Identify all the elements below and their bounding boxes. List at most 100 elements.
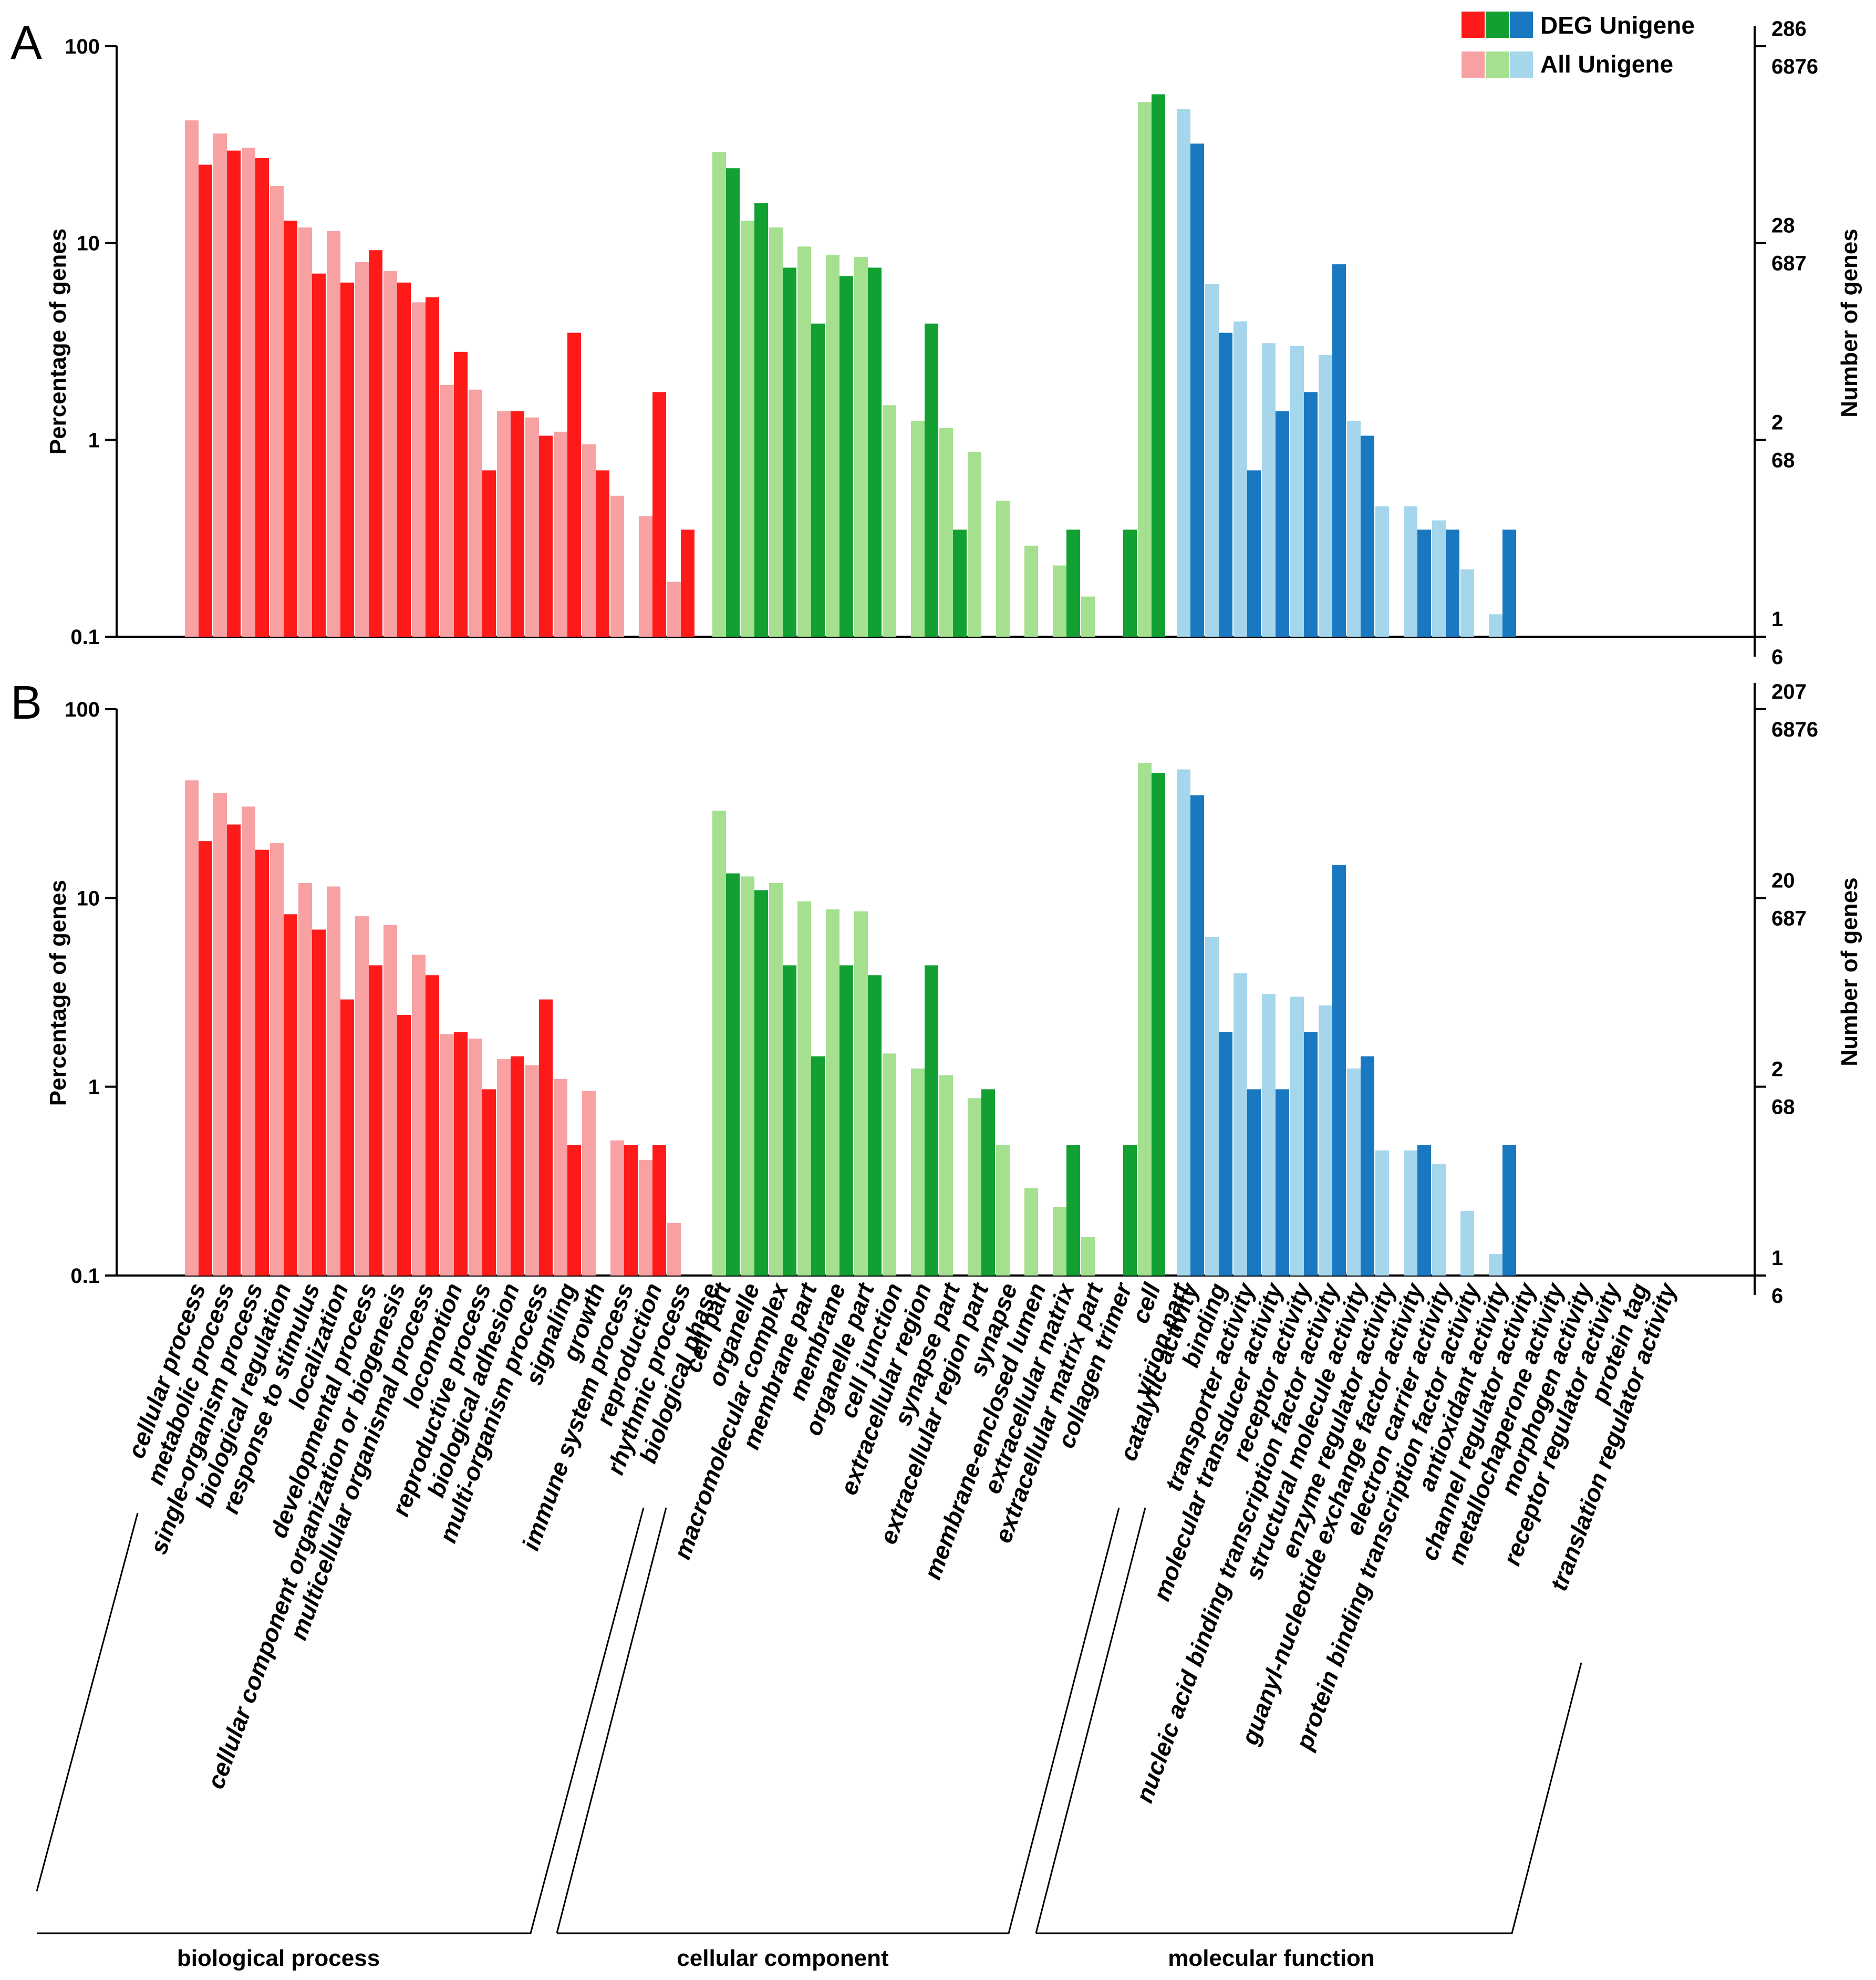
- panel-b-bar-all: [769, 883, 783, 1276]
- panel-b-bar-deg: [1247, 1089, 1261, 1276]
- panel-a-y2-all-count: 6876: [1771, 55, 1818, 78]
- panel-b-bar-all: [854, 911, 868, 1276]
- panel-a-bar-deg: [1190, 143, 1204, 637]
- panel-a-bar-deg: [1276, 411, 1289, 637]
- panel-a-bar-all: [1081, 596, 1095, 637]
- bracket-cellular-component: [556, 1507, 667, 1934]
- panel-a-bar-all: [1234, 321, 1247, 637]
- panel-a-bar-all: [883, 405, 896, 637]
- panel-a-y-tick-label: 1: [88, 429, 100, 452]
- panel-b-bar-deg: [754, 890, 768, 1276]
- panel-b-bar-all: [1347, 1068, 1361, 1276]
- panel-b-bar-deg: [868, 975, 882, 1276]
- panel-a-bar-deg: [1332, 264, 1346, 637]
- panel-b-y2-deg-count: 1: [1771, 1247, 1783, 1270]
- panel-a-bar-deg: [340, 282, 354, 637]
- panel-b-bar-all: [610, 1140, 624, 1276]
- panel-b-y2-axis-title: Number of genes: [1837, 877, 1862, 1066]
- panel-a-bar-all: [911, 421, 925, 637]
- panel-a-letter: A: [11, 17, 42, 69]
- panel-b-bar-deg: [511, 1056, 524, 1276]
- panel-b-bar-deg: [1219, 1032, 1232, 1276]
- panel-a-y-axis-title: Percentage of genes: [45, 229, 71, 454]
- panel-b-bar-all: [741, 876, 754, 1276]
- panel-b-bar-deg: [1123, 1145, 1137, 1276]
- panel-a-bar-all: [440, 385, 454, 637]
- legend-deg-label: DEG Unigene: [1540, 12, 1695, 39]
- panel-b-bar-deg: [454, 1032, 468, 1276]
- panel-a-bar-all: [1024, 545, 1038, 637]
- panel-b-bar-deg: [1190, 795, 1204, 1276]
- panel-a-bar-all: [996, 501, 1010, 637]
- panel-b-bar-deg: [312, 929, 326, 1276]
- group-label-molecular-function: molecular function: [1168, 1945, 1375, 1971]
- legend-swatch-all-bp: [1462, 51, 1485, 78]
- panel-b-bar-all: [1138, 763, 1152, 1276]
- panel-a-y-tick-label: 100: [65, 35, 100, 58]
- panel-a-y-tick-label: 10: [77, 232, 100, 255]
- panel-b-bar-deg: [925, 965, 938, 1276]
- panel-a-y-tick-label: 0.1: [70, 626, 100, 649]
- panel-a-bar-deg: [868, 267, 882, 637]
- panel-a-bar-all: [469, 389, 482, 637]
- panel-b-y-axis-title: Percentage of genes: [45, 880, 71, 1106]
- panel-a-bar-deg: [199, 164, 212, 637]
- panel-a-bar-deg: [596, 470, 609, 637]
- panel-b-bar-all: [440, 1034, 454, 1276]
- panel-b-bar-all: [327, 886, 340, 1276]
- panel-b-bar-all: [968, 1098, 981, 1276]
- panel-a-bar-deg: [1152, 94, 1165, 637]
- panel-a-bar-deg: [1304, 392, 1318, 637]
- panel-b-bar-deg: [652, 1145, 666, 1276]
- panel-a-bar-all: [525, 417, 539, 637]
- panel-a-bar-all: [1262, 343, 1276, 637]
- panel-b-bar-all: [185, 780, 199, 1276]
- panel-a-bar-all: [242, 148, 255, 637]
- panel-b-bar-all: [242, 806, 255, 1276]
- legend-swatch-all-cc: [1486, 51, 1509, 78]
- panel-a-bar-deg: [754, 203, 768, 637]
- panel-a-bar-all: [1205, 284, 1219, 637]
- panel-b-bar-deg: [1361, 1056, 1374, 1276]
- panel-a-bar-all: [1347, 421, 1361, 637]
- panel-a-bar-deg: [255, 158, 269, 637]
- panel-b-bar-deg: [397, 1015, 411, 1276]
- panel-b-bar-deg: [1066, 1145, 1080, 1276]
- panel-b-y2-all-count: 687: [1771, 907, 1807, 930]
- panel-a-bar-deg: [511, 411, 524, 637]
- panel-b-bar-all: [1053, 1207, 1066, 1276]
- panel-a-bar-all: [1319, 355, 1332, 637]
- panel-a-bar-deg: [482, 470, 496, 637]
- panel-a-bar-all: [1053, 565, 1066, 637]
- panel-a-bar-deg: [284, 220, 297, 637]
- legend-swatch-deg-cc: [1486, 12, 1509, 38]
- panel-a-bar-all: [412, 302, 426, 637]
- panel-a-bar-deg: [652, 392, 666, 637]
- panel-b-y-tick-label: 100: [65, 698, 100, 721]
- panel-a-bar-deg: [811, 323, 825, 637]
- panel-a-bar-all: [1432, 520, 1446, 637]
- panel-a-bar-deg: [1247, 470, 1261, 637]
- panel-a-bar-deg: [397, 282, 411, 637]
- panel-a-bar-all: [826, 255, 839, 637]
- group-label-biological-process: biological process: [177, 1945, 380, 1971]
- panel-a-y2-deg-count: 28: [1771, 214, 1795, 237]
- panel-b-bar-all: [384, 925, 397, 1276]
- panel-a-bar-all: [797, 246, 811, 637]
- panel-b-bar-all: [826, 909, 839, 1276]
- panel-b-bar-deg: [284, 914, 297, 1276]
- panel-a-bar-all: [384, 271, 397, 637]
- panel-b-bar-deg: [1304, 1032, 1318, 1276]
- panel-b-y-tick-label: 1: [88, 1076, 100, 1099]
- panel-a-bar-deg: [839, 276, 853, 637]
- panel-a-y2-deg-count: 286: [1771, 17, 1807, 40]
- panel-a-bar-all: [1460, 569, 1474, 637]
- panel-b-y2-all-count: 6876: [1771, 718, 1818, 741]
- panel-b-bar-all: [1375, 1150, 1389, 1276]
- panel-b-bar-deg: [1152, 773, 1165, 1276]
- group-brackets: biological process cellular component mo…: [36, 1507, 1582, 1971]
- panel-b-bar-all: [1290, 997, 1304, 1276]
- panel-a-y2-deg-count: 1: [1771, 608, 1783, 631]
- legend-swatch-all-mf: [1510, 51, 1533, 78]
- panel-a-bar-deg: [567, 333, 581, 637]
